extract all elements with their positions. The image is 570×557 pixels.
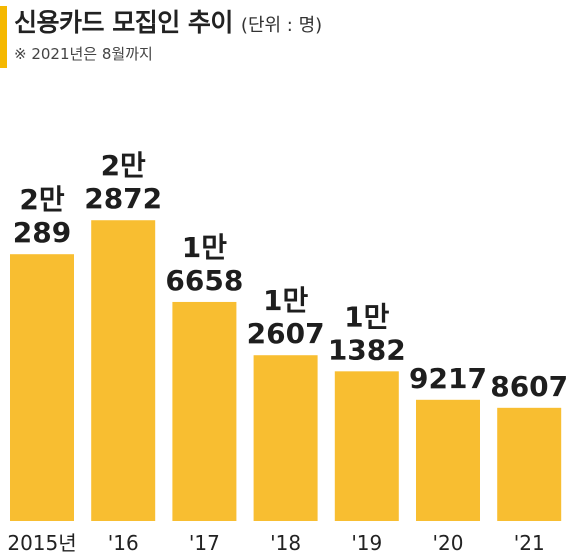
x-tick-label-3: '18 bbox=[270, 531, 301, 555]
value-label-3-1: 2607 bbox=[247, 317, 325, 350]
chart-header: 신용카드 모집인 추이 (단위 : 명) ※ 2021년은 8월까지 bbox=[0, 0, 570, 72]
bar-2 bbox=[172, 301, 237, 521]
bar-1 bbox=[91, 220, 156, 521]
chart-title: 신용카드 모집인 추이 bbox=[14, 8, 233, 37]
x-tick-label-0: 2015년 bbox=[7, 531, 76, 555]
period-note: ※ 2021년은 8월까지 bbox=[14, 45, 153, 63]
bar-5 bbox=[416, 399, 480, 521]
value-label-4-0: 1만 bbox=[344, 300, 389, 333]
value-label-6-0: 8607 bbox=[490, 370, 568, 403]
title-line: 신용카드 모집인 추이 (단위 : 명) bbox=[14, 3, 322, 39]
bar-6 bbox=[497, 407, 562, 521]
value-label-4-1: 1382 bbox=[328, 333, 406, 366]
x-tick-label-4: '19 bbox=[351, 531, 382, 555]
x-axis: 2015년 '16 '17 '18 '19 '20 '21 bbox=[7, 531, 544, 555]
bar-4 bbox=[334, 371, 399, 521]
bar-3 bbox=[253, 355, 318, 521]
x-tick-label-1: '16 bbox=[108, 531, 139, 555]
title-accent-bar bbox=[0, 6, 7, 68]
bar-0 bbox=[10, 254, 74, 521]
value-label-0-0: 2만 bbox=[19, 183, 64, 216]
value-label-2-1: 6658 bbox=[165, 264, 243, 297]
value-label-1-1: 2872 bbox=[84, 182, 162, 215]
unit-note: (단위 : 명) bbox=[240, 15, 323, 36]
value-label-2-0: 1만 bbox=[182, 231, 227, 264]
value-label-5-0: 9217 bbox=[409, 362, 487, 395]
value-label-3-0: 1만 bbox=[263, 284, 308, 317]
value-label-0-1: 289 bbox=[13, 216, 71, 249]
x-tick-label-6: '21 bbox=[514, 531, 545, 555]
value-label-1-0: 2만 bbox=[101, 149, 146, 182]
x-tick-label-2: '17 bbox=[189, 531, 220, 555]
x-tick-label-5: '20 bbox=[433, 531, 464, 555]
bars-group bbox=[10, 220, 562, 521]
